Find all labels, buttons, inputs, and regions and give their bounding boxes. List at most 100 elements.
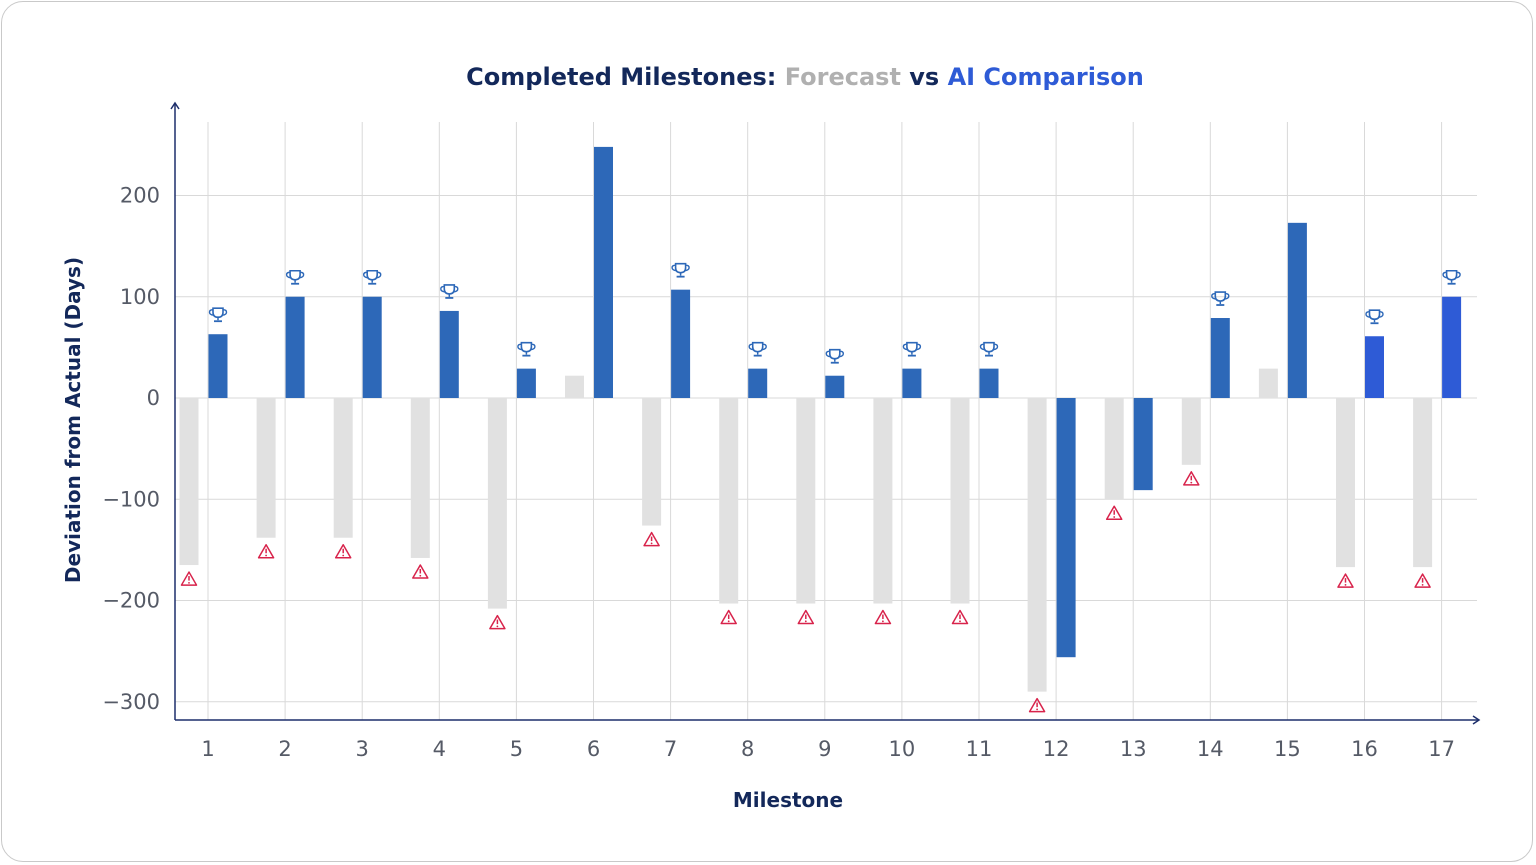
forecast-bar [950,398,970,604]
ai-bar [439,310,459,398]
forecast-bar [1027,398,1047,692]
warning-triangle [797,609,815,625]
x-tick-label: 10 [889,737,916,761]
x-tick-label: 17 [1428,737,1455,761]
warning-icon [874,609,892,625]
forecast-bar [719,398,739,604]
trophy-cup [906,341,918,353]
trophy-cup [366,269,379,281]
trophy-handle-right [453,285,459,293]
axes-layer [170,101,1481,725]
trophy-handle-right [222,309,228,316]
forecast-bar [1104,398,1124,500]
x-tick-label: 4 [433,737,446,761]
forecast-bar [796,398,816,604]
trophy-cup [983,341,995,353]
trophy-handle-left [363,271,368,279]
trophy-handle-left [979,343,985,351]
warning-triangle [1414,573,1431,588]
trophy-handle-right [916,343,922,351]
ai-bar [1287,222,1307,398]
warning-triangle [720,609,737,625]
warning-icon [334,543,352,559]
ai-bar [362,296,382,398]
trophy-handle-right [376,271,382,279]
trophy-handle-left [671,264,677,272]
warning-dot [727,620,730,623]
x-tick-label: 2 [278,737,291,761]
trophy-icon [825,348,844,364]
warning-dot [882,620,884,623]
warning-icon [643,531,660,547]
x-tick-label: 1 [201,737,214,761]
trophy-handle-right [1224,292,1230,300]
trophy-icon [979,341,999,357]
trophy-icon [1442,269,1461,285]
warning-triangle [1183,471,1200,486]
forecast-bar [1181,398,1201,465]
warning-icon [720,609,737,625]
trophy-cup [751,341,764,353]
trophy-handle-right [762,343,767,351]
trophy-icon [748,341,767,357]
title-part-forecast: Forecast [785,63,901,91]
x-tick-label: 8 [741,737,754,761]
warning-triangle [1105,505,1123,520]
trophy-handle-left [748,343,754,351]
x-tick-label: 9 [818,737,831,761]
warning-triangle [180,571,198,586]
x-tick-label: 14 [1197,737,1224,761]
warning-dot [959,620,961,623]
trophy-handle-right [684,264,690,272]
trophy-icon [440,284,459,299]
trophy-icon [517,341,536,357]
warning-icon [1105,505,1123,520]
trophy-cup [289,269,301,281]
warning-icon [412,564,429,579]
trophy-handle-right [1378,311,1384,318]
warning-triangle [1337,573,1354,588]
trophy-handle-left [902,343,908,351]
trophy-cup [674,262,687,274]
trophy-handle-left [208,309,214,316]
trophy-icon [671,262,690,278]
ai-bar [979,368,999,398]
warning-dot [1344,583,1347,586]
ai-bar [1442,296,1462,398]
x-tick-label: 5 [510,737,523,761]
forecast-bar [179,398,199,566]
forecast-bar [565,375,584,398]
trophy-cup [212,307,224,319]
ai-bar [516,368,536,398]
title-part-main: Completed Milestones: [466,63,785,91]
warning-dot [1190,481,1193,484]
trophy-handle-left [440,285,445,293]
trophy-handle-right [993,343,999,351]
ai-bar [1365,336,1384,398]
y-tick-label: −100 [102,487,160,511]
ai-bar [825,375,845,398]
trophy-icon [285,269,305,285]
ai-bar [1056,398,1076,658]
trophy-cup [1368,309,1381,321]
warning-dot [1421,583,1424,586]
x-axis-title: Milestone [733,788,843,812]
warning-triangle [643,531,660,547]
trophy-cup [828,348,841,360]
trophy-icon [1365,309,1384,325]
ai-bar [594,146,613,398]
x-tick-label: 11 [966,737,993,761]
ai-bar [285,296,305,398]
trophy-handle-right [1455,271,1461,279]
trophy-handle-right [299,271,305,279]
warning-dot [804,620,807,623]
forecast-bar [1336,398,1355,568]
forecast-bar [642,398,662,526]
trophy-icon [208,307,228,323]
forecast-bar [487,398,507,609]
x-tick-label: 13 [1120,737,1147,761]
ai-bar [748,368,768,398]
y-tick-label: 0 [147,386,160,410]
y-tick-label: 100 [120,285,160,309]
